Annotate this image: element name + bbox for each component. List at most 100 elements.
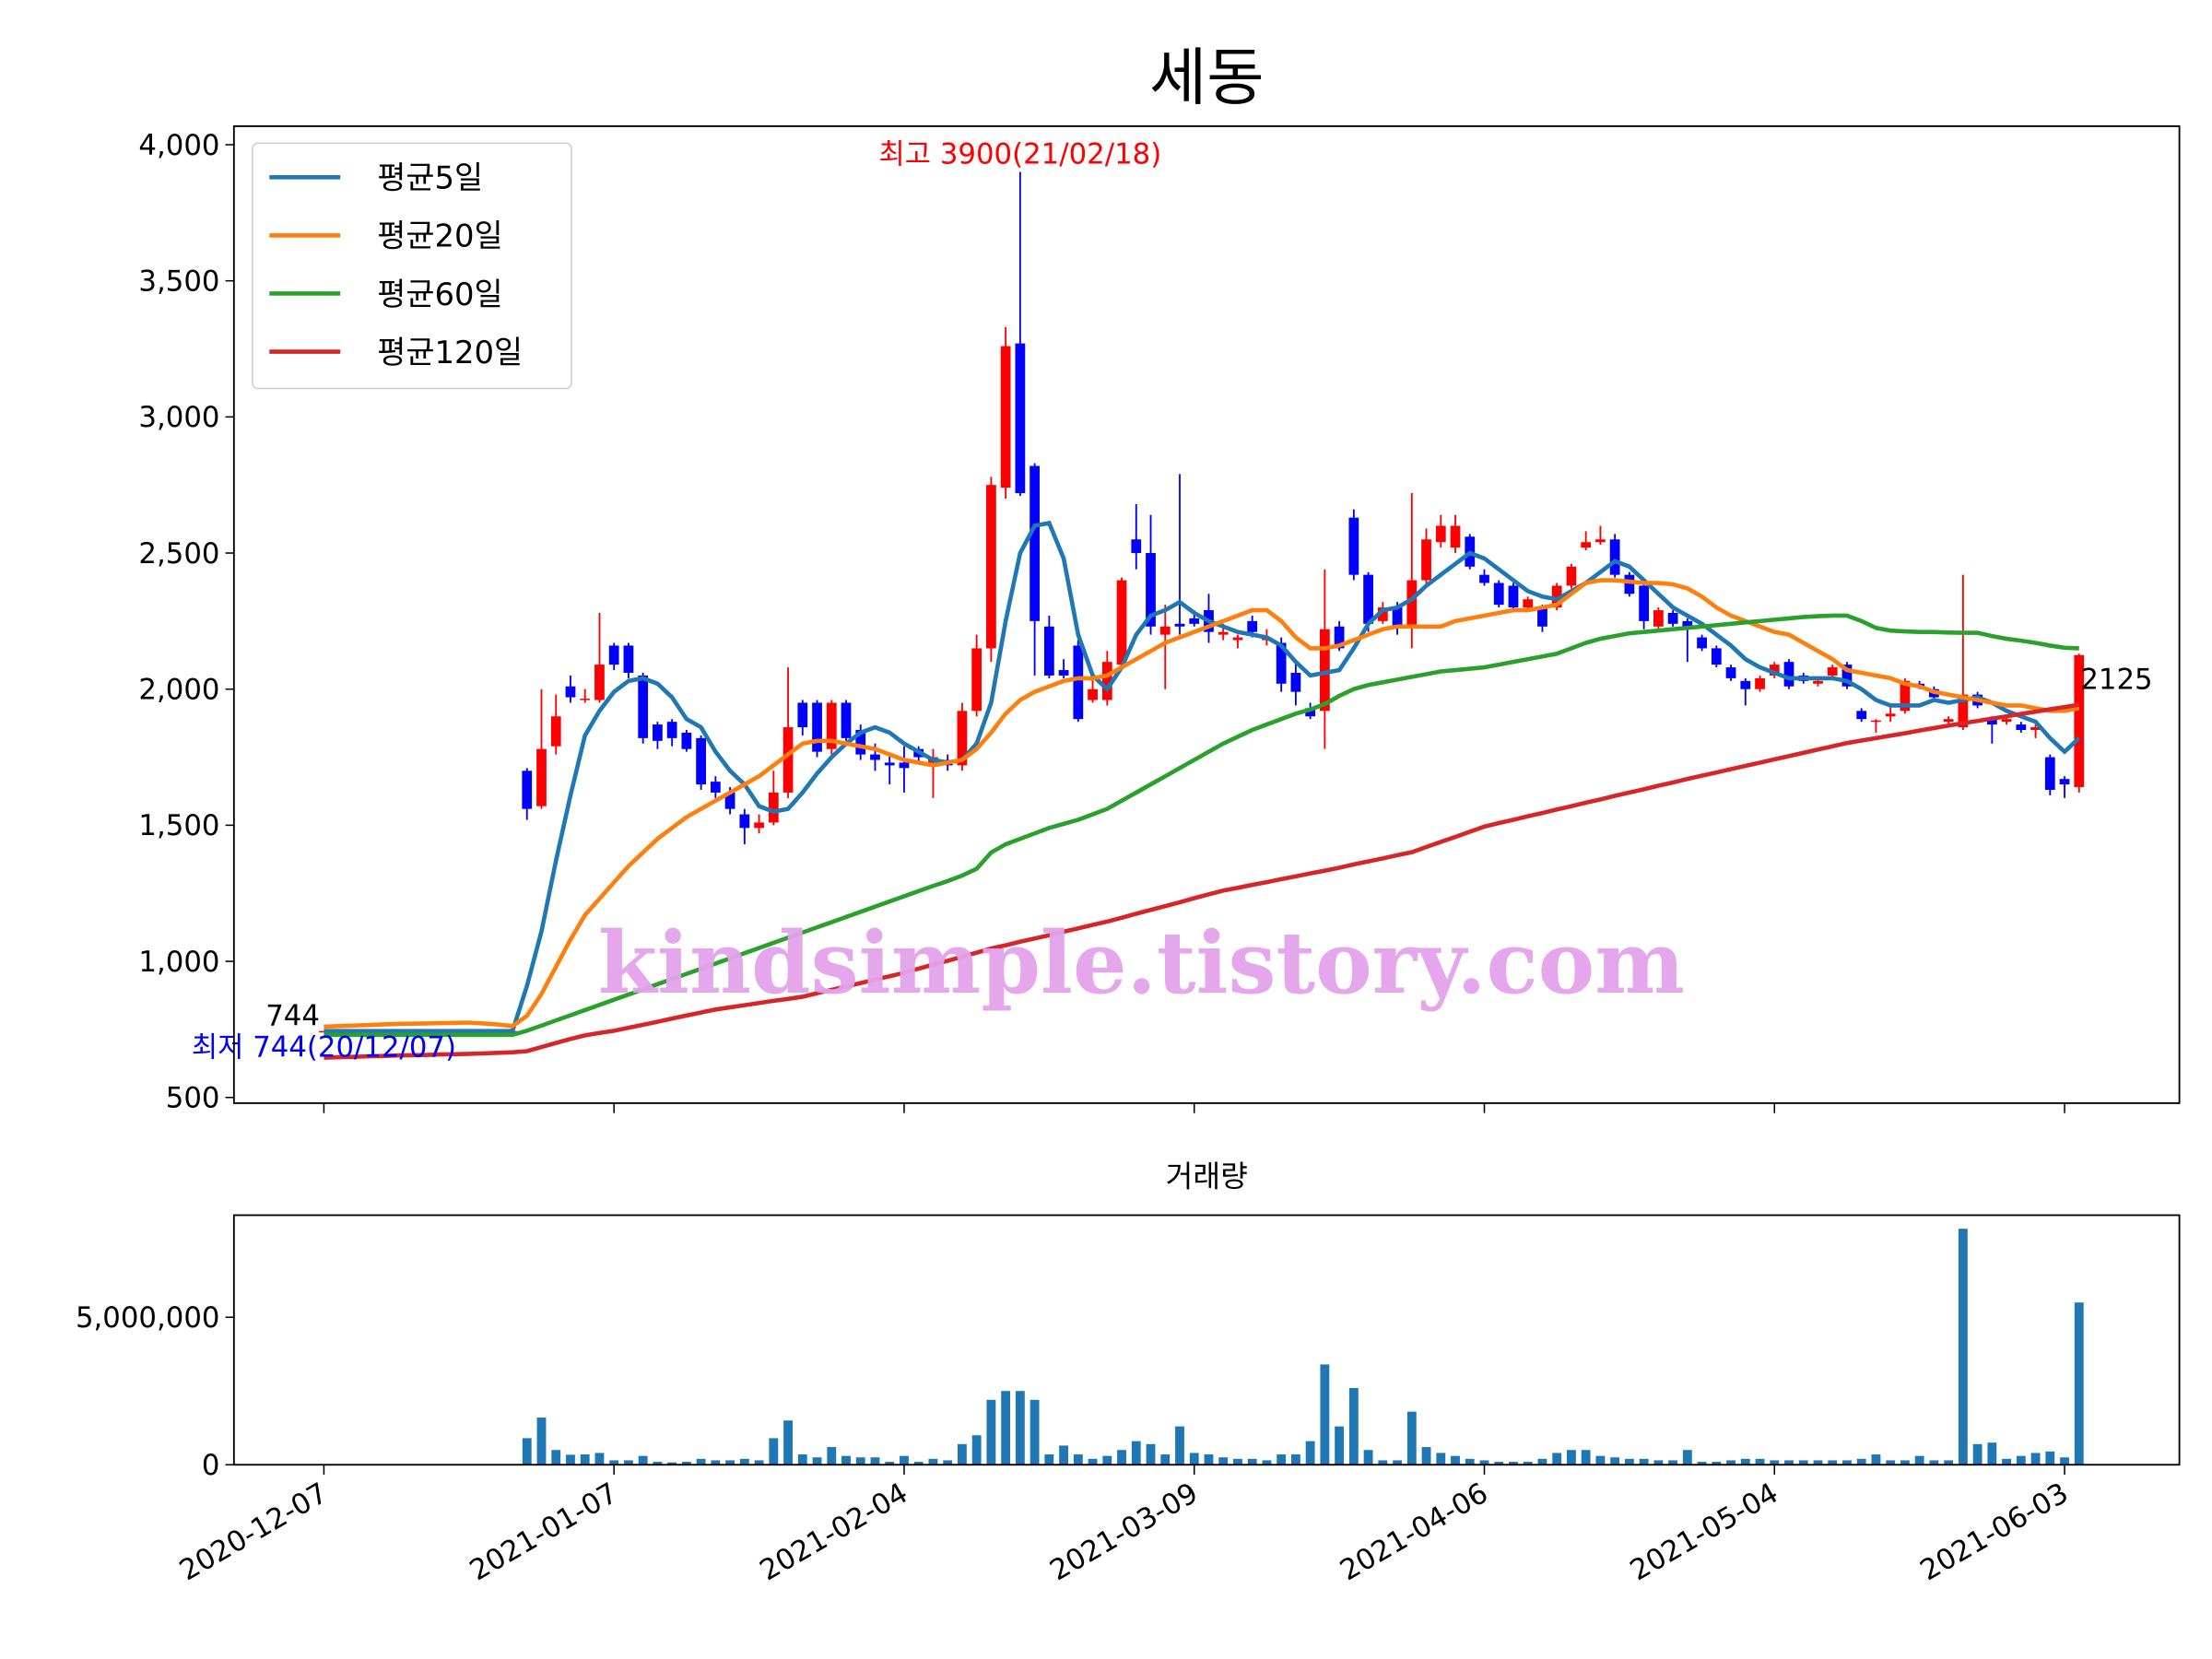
candle-body	[1116, 580, 1127, 665]
volume-bar	[1842, 1460, 1852, 1465]
volume-bar	[1813, 1460, 1823, 1465]
volume-bar	[1509, 1462, 1518, 1465]
volume-bar	[653, 1462, 663, 1465]
volume-bar	[1755, 1458, 1765, 1465]
candle-body	[2074, 654, 2085, 788]
volume-bar	[870, 1457, 880, 1465]
volume-bar	[1102, 1455, 1112, 1465]
volume-bar	[696, 1458, 706, 1465]
volume-bar	[551, 1450, 561, 1465]
candle-body	[1450, 525, 1461, 548]
volume-bar	[1682, 1450, 1692, 1465]
volume-bar	[1247, 1458, 1257, 1465]
volume-bar	[1160, 1454, 1171, 1465]
y-tick-label: 5,000,000	[76, 1301, 219, 1335]
candle-body	[1159, 626, 1171, 635]
volume-bar	[2045, 1451, 2055, 1465]
candle-body	[855, 730, 866, 755]
volume-bar	[1378, 1460, 1388, 1465]
volume-bar	[1537, 1458, 1547, 1465]
ma-line	[324, 613, 2079, 1038]
volume-bar	[1886, 1460, 1896, 1465]
volume-bar	[2002, 1458, 2012, 1465]
y-tick-label: 0	[202, 1449, 220, 1482]
volume-bar	[986, 1399, 996, 1465]
candle-body	[1856, 711, 1867, 720]
candle-body	[1146, 553, 1156, 627]
volume-bar	[913, 1462, 924, 1465]
volume-bar	[1363, 1450, 1373, 1465]
candle-body	[710, 782, 721, 793]
volume-bar	[783, 1420, 793, 1465]
candle-body	[1871, 720, 1881, 723]
candle-body	[522, 771, 533, 809]
volume-title: 거래량	[1166, 1159, 1248, 1194]
candle-body	[754, 822, 764, 829]
volume-bar	[957, 1443, 967, 1465]
volume-bar	[1987, 1442, 1997, 1465]
candle-body	[1667, 613, 1678, 624]
volume-bar	[1552, 1453, 1562, 1465]
candle-body	[1363, 574, 1373, 624]
candle-body	[724, 792, 735, 809]
candle-body	[1348, 517, 1359, 575]
volume-bar	[1523, 1462, 1533, 1465]
volume-bar	[1972, 1443, 1983, 1465]
candle-body	[653, 724, 663, 741]
candle-body	[1813, 680, 1823, 684]
candle-body	[1131, 539, 1142, 554]
candle-body	[1406, 580, 1418, 627]
volume-bar	[1001, 1391, 1011, 1465]
volume-bar	[667, 1462, 677, 1465]
candle-body	[1624, 574, 1635, 594]
volume-bar	[812, 1457, 822, 1465]
candle-body	[1000, 346, 1011, 488]
candle-body	[986, 485, 996, 649]
volume-bar	[1581, 1450, 1591, 1465]
volume-bar	[1595, 1455, 1606, 1465]
candle-body	[594, 665, 605, 700]
candle-body	[1900, 680, 1911, 712]
volume-bar	[2074, 1302, 2084, 1465]
volume-bar	[2016, 1455, 2026, 1465]
candle-body	[1232, 637, 1243, 641]
candle-body	[1030, 465, 1040, 621]
volume-bar	[971, 1435, 982, 1465]
volume-bar	[1567, 1450, 1576, 1465]
volume-bar	[754, 1460, 764, 1465]
candle-body	[1639, 585, 1650, 621]
volume-bar	[711, 1460, 721, 1465]
volume-bar	[1277, 1454, 1287, 1465]
candle-body	[1943, 719, 1954, 723]
volume-bar	[1233, 1458, 1242, 1465]
volume-bar	[797, 1454, 807, 1465]
volume-bar	[1204, 1454, 1214, 1465]
candle-body	[899, 762, 910, 769]
volume-bar	[1059, 1445, 1069, 1465]
volume-bar	[885, 1462, 895, 1465]
volume-bar	[1494, 1462, 1504, 1465]
candle-body	[1740, 680, 1751, 689]
volume-bar	[1639, 1458, 1649, 1465]
candle-body	[1827, 667, 1838, 676]
y-tick-label: 500	[166, 1081, 220, 1114]
volume-bar	[1175, 1426, 1184, 1465]
candle-body	[1986, 719, 1997, 725]
volume-bar	[1348, 1388, 1359, 1465]
candle-body	[536, 748, 547, 806]
candle-body	[1581, 542, 1592, 548]
candle-body	[1276, 642, 1287, 684]
legend-label: 평균120일	[377, 335, 523, 371]
volume-bar	[739, 1458, 749, 1465]
volume-bar	[1929, 1460, 1939, 1465]
candle-body	[1523, 599, 1534, 608]
price-frame	[232, 125, 2181, 1104]
volume-bar	[638, 1455, 648, 1465]
volume-bar	[1958, 1229, 1968, 1465]
candle-body	[1218, 631, 1229, 635]
volume-bar	[1030, 1399, 1040, 1465]
volume-bar	[1697, 1462, 1707, 1465]
candle-body	[2001, 719, 2012, 723]
volume-bar	[609, 1460, 619, 1465]
